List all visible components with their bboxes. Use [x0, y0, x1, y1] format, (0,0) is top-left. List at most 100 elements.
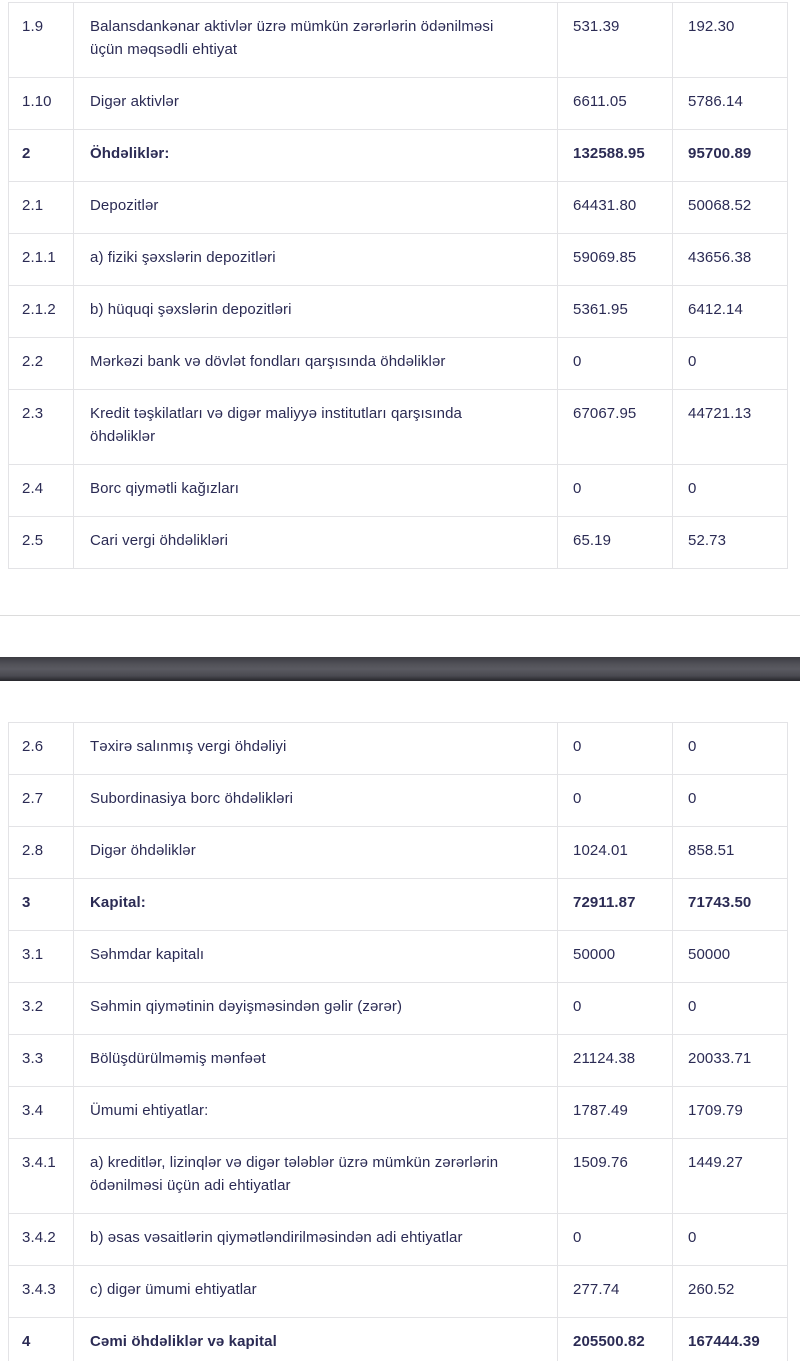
balance-table-row: 4 Cəmi öhdəliklər və kapital 205500.82 1…	[9, 1318, 787, 1361]
balance-table-row: 2.6 Təxirə salınmış vergi öhdəliyi 0 0	[9, 723, 787, 775]
balance-table-row: 2.1.1 a) fiziki şəxslərin depozitləri 59…	[9, 234, 787, 286]
row-number-cell: 2.1	[22, 197, 44, 214]
row-value-previous-cell: 0	[672, 1214, 787, 1265]
row-value-current-cell: 1787.49	[557, 1087, 672, 1138]
row-number-cell: 3.4.1	[22, 1154, 56, 1171]
row-value-current-cell: 6611.05	[557, 78, 672, 129]
row-number-cell: 2.7	[22, 790, 44, 807]
balance-table-row: 3.4 Ümumi ehtiyatlar: 1787.49 1709.79	[9, 1087, 787, 1139]
row-number-cell: 2.4	[22, 480, 44, 497]
row-label-cell: Subordinasiya borc öhdəlikləri	[73, 775, 557, 826]
balance-table-row: 3.4.1 a) kreditlər, lizinqlər və digər t…	[9, 1139, 787, 1214]
row-value-previous-cell: 0	[672, 775, 787, 826]
row-label-cell: Səhmdar kapitalı	[73, 931, 557, 982]
row-value-current-cell: 67067.95	[557, 390, 672, 464]
row-number-cell: 2.6	[22, 738, 44, 755]
row-value-previous-cell: 0	[672, 723, 787, 774]
balance-table-row: 3.2 Səhmin qiymətinin dəyişməsindən gəli…	[9, 983, 787, 1035]
balance-table-row: 2.7 Subordinasiya borc öhdəlikləri 0 0	[9, 775, 787, 827]
row-value-current-cell: 72911.87	[557, 879, 672, 930]
row-label-cell: Təxirə salınmış vergi öhdəliyi	[73, 723, 557, 774]
row-label-cell: Cari vergi öhdəlikləri	[73, 517, 557, 568]
row-number-cell: 2	[22, 145, 31, 162]
row-value-current-cell: 1509.76	[557, 1139, 672, 1213]
page-divider-bar	[0, 657, 800, 681]
row-number-cell: 2.3	[22, 405, 44, 422]
row-label-cell: Cəmi öhdəliklər və kapital	[73, 1318, 557, 1361]
balance-table-row: 2.3 Kredit təşkilatları və digər maliyyə…	[9, 390, 787, 465]
balance-table-row: 2.2 Mərkəzi bank və dövlət fondları qarş…	[9, 338, 787, 390]
row-value-current-cell: 0	[557, 983, 672, 1034]
row-value-previous-cell: 1709.79	[672, 1087, 787, 1138]
balance-table-row: 3.4.2 b) əsas vəsaitlərin qiymətləndiril…	[9, 1214, 787, 1266]
row-label-cell: Digər öhdəliklər	[73, 827, 557, 878]
row-label-cell: Kapital:	[73, 879, 557, 930]
row-value-previous-cell: 20033.71	[672, 1035, 787, 1086]
balance-table-row: 2 Öhdəliklər: 132588.95 95700.89	[9, 130, 787, 182]
row-number-cell: 2.1.2	[22, 301, 56, 318]
row-label-cell: Ümumi ehtiyatlar:	[73, 1087, 557, 1138]
row-value-current-cell: 132588.95	[557, 130, 672, 181]
row-label-cell: Digər aktivlər	[73, 78, 557, 129]
row-value-current-cell: 0	[557, 775, 672, 826]
row-number-cell: 3.1	[22, 946, 44, 963]
row-value-previous-cell: 95700.89	[672, 130, 787, 181]
row-value-previous-cell: 0	[672, 983, 787, 1034]
row-label-cell: a) fiziki şəxslərin depozitləri	[73, 234, 557, 285]
row-number-cell: 2.2	[22, 353, 44, 370]
balance-table-row: 3.4.3 c) digər ümumi ehtiyatlar 277.74 2…	[9, 1266, 787, 1318]
row-value-previous-cell: 52.73	[672, 517, 787, 568]
row-value-previous-cell: 5786.14	[672, 78, 787, 129]
row-label-cell: Mərkəzi bank və dövlət fondları qarşısın…	[73, 338, 557, 389]
balance-table-row: 3.3 Bölüşdürülməmiş mənfəət 21124.38 200…	[9, 1035, 787, 1087]
row-value-previous-cell: 71743.50	[672, 879, 787, 930]
row-number-cell: 3	[22, 894, 31, 911]
row-value-current-cell: 531.39	[557, 3, 672, 77]
balance-table-row: 2.1.2 b) hüquqi şəxslərin depozitləri 53…	[9, 286, 787, 338]
row-number-cell: 3.4.3	[22, 1281, 56, 1298]
row-label-cell: b) hüquqi şəxslərin depozitləri	[73, 286, 557, 337]
row-label-cell: b) əsas vəsaitlərin qiymətləndirilməsind…	[73, 1214, 557, 1265]
balance-table-row: 2.4 Borc qiymətli kağızları 0 0	[9, 465, 787, 517]
row-value-previous-cell: 0	[672, 338, 787, 389]
row-value-previous-cell: 44721.13	[672, 390, 787, 464]
row-value-current-cell: 205500.82	[557, 1318, 672, 1361]
row-value-current-cell: 0	[557, 723, 672, 774]
balance-table-row: 2.8 Digər öhdəliklər 1024.01 858.51	[9, 827, 787, 879]
row-value-previous-cell: 50068.52	[672, 182, 787, 233]
row-value-current-cell: 1024.01	[557, 827, 672, 878]
row-number-cell: 1.10	[22, 93, 52, 110]
row-number-cell: 2.1.1	[22, 249, 56, 266]
row-label-cell: Balansdankənar aktivlər üzrə mümkün zərə…	[73, 3, 557, 77]
row-number-cell: 3.4	[22, 1102, 44, 1119]
balance-table-row: 3.1 Səhmdar kapitalı 50000 50000	[9, 931, 787, 983]
row-value-current-cell: 21124.38	[557, 1035, 672, 1086]
row-value-previous-cell: 192.30	[672, 3, 787, 77]
row-number-cell: 3.2	[22, 998, 44, 1015]
row-value-current-cell: 277.74	[557, 1266, 672, 1317]
row-value-previous-cell: 1449.27	[672, 1139, 787, 1213]
row-number-cell: 2.8	[22, 842, 44, 859]
balance-table-row: 2.5 Cari vergi öhdəlikləri 65.19 52.73	[9, 517, 787, 569]
balance-table-row: 3 Kapital: 72911.87 71743.50	[9, 879, 787, 931]
row-label-cell: c) digər ümumi ehtiyatlar	[73, 1266, 557, 1317]
row-number-cell: 3.4.2	[22, 1229, 56, 1246]
row-label-cell: Depozitlər	[73, 182, 557, 233]
page-edge-line	[0, 615, 800, 616]
row-number-cell: 3.3	[22, 1050, 44, 1067]
balance-table-row: 1.9 Balansdankənar aktivlər üzrə mümkün …	[9, 3, 787, 78]
row-value-current-cell: 59069.85	[557, 234, 672, 285]
balance-table-row: 2.1 Depozitlər 64431.80 50068.52	[9, 182, 787, 234]
row-value-previous-cell: 50000	[672, 931, 787, 982]
row-number-cell: 4	[22, 1333, 31, 1350]
row-value-current-cell: 0	[557, 465, 672, 516]
row-number-cell: 1.9	[22, 18, 44, 35]
row-label-cell: a) kreditlər, lizinqlər və digər tələblə…	[73, 1139, 557, 1213]
row-value-current-cell: 0	[557, 1214, 672, 1265]
row-label-cell: Kredit təşkilatları və digər maliyyə ins…	[73, 390, 557, 464]
row-label-cell: Bölüşdürülməmiş mənfəət	[73, 1035, 557, 1086]
row-value-current-cell: 5361.95	[557, 286, 672, 337]
row-value-previous-cell: 260.52	[672, 1266, 787, 1317]
row-label-cell: Borc qiymətli kağızları	[73, 465, 557, 516]
row-number-cell: 2.5	[22, 532, 44, 549]
